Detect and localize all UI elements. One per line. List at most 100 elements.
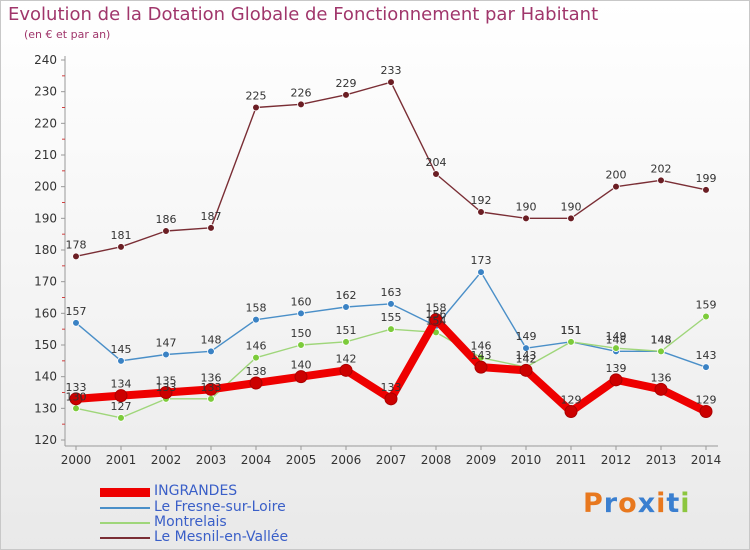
data-point [72,404,80,413]
data-point [702,363,710,371]
x-tick-label: 2001 [106,453,137,467]
data-point [654,382,668,396]
data-label: 133 [66,381,87,394]
data-label: 148 [651,333,672,346]
data-label: 145 [111,343,132,356]
data-label: 138 [246,365,267,378]
legend-label: Le Fresne-sur-Loire [154,499,286,515]
legend-swatch [100,507,150,509]
legend-label: Montrelais [154,514,227,530]
x-tick-label: 2007 [376,453,407,467]
data-label: 148 [651,333,672,346]
data-point [117,357,125,365]
data-label: 158 [246,302,267,315]
data-label: 151 [336,324,357,337]
data-label: 157 [66,305,87,318]
x-tick-label: 2011 [556,453,587,467]
data-label: 147 [156,337,177,350]
x-tick-label: 2006 [331,453,362,467]
data-point [477,268,485,276]
y-tick-label: 230 [34,85,57,99]
data-label: 148 [201,333,222,346]
data-label: 135 [156,375,177,388]
y-tick-label: 120 [34,433,57,447]
legend-swatch [100,522,150,524]
y-tick-label: 140 [34,370,57,384]
data-point [339,363,353,377]
data-point [342,91,350,99]
x-tick-label: 2004 [241,453,272,467]
y-tick-label: 210 [34,148,57,162]
data-point [477,208,485,216]
data-label: 149 [606,330,627,343]
x-tick-label: 2013 [646,453,677,467]
data-point [384,392,398,406]
legend-label: Le Mesnil-en-Vallée [154,529,289,545]
data-label: 190 [516,200,537,213]
data-label: 159 [696,299,717,312]
data-point [342,338,350,346]
data-point [207,395,215,403]
data-point [249,376,263,390]
data-point [564,405,578,418]
data-label: 139 [606,362,627,375]
x-tick-label: 2002 [151,453,182,467]
data-label: 148 [606,333,627,346]
data-point [567,214,575,223]
y-tick-label: 150 [34,338,57,352]
x-tick-label: 2005 [286,453,317,467]
legend-swatch [100,487,150,497]
y-tick-label: 160 [34,306,57,320]
data-label: 130 [66,390,87,403]
data-point [519,363,533,377]
data-point [612,344,620,352]
data-label: 154 [426,314,447,327]
data-label: 133 [156,381,177,394]
data-point [297,341,305,349]
data-label: 143 [696,349,717,362]
data-point [609,373,623,387]
data-label: 162 [336,289,357,302]
data-point [387,325,395,333]
data-label: 143 [516,349,537,362]
data-label: 190 [561,200,582,213]
data-point [204,382,218,396]
y-tick-label: 130 [34,401,57,415]
data-point [294,370,308,384]
data-point [159,386,173,399]
data-label: 199 [696,172,717,185]
x-tick-label: 2010 [511,453,542,467]
data-point [432,170,440,178]
data-point [114,389,128,403]
data-label: 142 [516,352,537,365]
data-label: 178 [66,238,87,251]
data-point [522,344,530,352]
y-tick-label: 190 [34,211,57,225]
y-tick-label: 200 [34,180,57,194]
data-label: 146 [246,340,267,353]
data-label: 155 [381,311,402,324]
data-label: 143 [471,349,492,362]
data-point [657,176,665,185]
chart-title: Evolution de la Dotation Globale de Fonc… [8,4,599,25]
x-tick-label: 2009 [466,453,497,467]
data-point [297,309,305,318]
data-label: 186 [156,213,177,226]
data-label: 133 [201,381,222,394]
data-label: 151 [561,324,582,337]
data-label: 229 [336,77,357,90]
data-label: 127 [111,400,132,413]
data-point [702,312,710,321]
x-tick-label: 2008 [421,453,452,467]
data-label: 187 [201,210,222,223]
y-tick-label: 240 [34,53,57,67]
data-point [567,338,575,346]
data-point [207,224,215,232]
data-point [429,313,443,327]
proxiti-logo: Proxiti [583,488,691,519]
data-point [474,360,488,374]
data-label: 150 [291,327,312,340]
data-point [162,350,170,359]
data-point [387,300,395,308]
